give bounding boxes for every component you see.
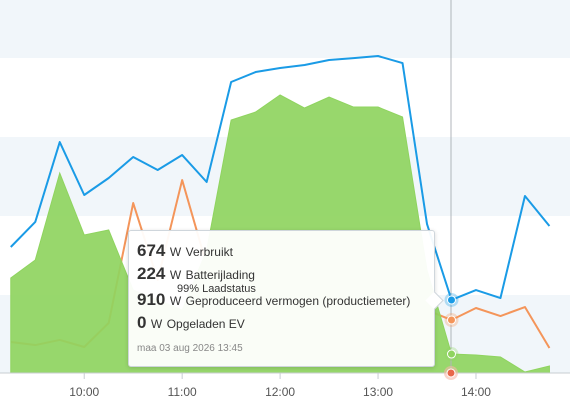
tooltip-unit: W bbox=[169, 268, 182, 282]
x-tick-label: 10:00 bbox=[69, 385, 99, 399]
tooltip-row: 674 W Verbruikt bbox=[137, 240, 426, 263]
hover-dot bbox=[446, 349, 456, 359]
series-line bbox=[10, 55, 551, 301]
tooltip-row: 0 W Opgeladen EV bbox=[137, 312, 426, 335]
tooltip-row: 910 W Geproduceerd vermogen (productieme… bbox=[137, 289, 426, 312]
tooltip-value: 0 bbox=[137, 313, 147, 332]
x-tick-label: 12:00 bbox=[265, 385, 295, 399]
tooltip-label: Geproduceerd vermogen (productiemeter) bbox=[185, 294, 411, 308]
tooltip-row: 224 W Batterijlading bbox=[137, 263, 426, 286]
tooltip-value: 674 bbox=[137, 241, 166, 260]
tooltip-value: 224 bbox=[137, 264, 166, 283]
x-tick-label: 11:00 bbox=[168, 385, 197, 399]
tooltip-label: Batterijlading bbox=[185, 268, 255, 282]
tooltip-unit: W bbox=[169, 294, 182, 308]
hover-dot-ev bbox=[446, 368, 456, 378]
x-tick-label: 13:00 bbox=[363, 385, 393, 399]
hover-dot bbox=[446, 295, 456, 305]
tooltip: 674 W Verbruikt 224 W Batterijlading 99%… bbox=[128, 230, 444, 367]
tooltip-unit: W bbox=[150, 317, 163, 331]
tooltip-label: Opgeladen EV bbox=[166, 317, 245, 331]
tooltip-label: Verbruikt bbox=[185, 245, 233, 259]
tooltip-value: 910 bbox=[137, 290, 166, 309]
x-tick-label: 14:00 bbox=[461, 385, 491, 399]
tooltip-unit: W bbox=[169, 245, 182, 259]
tooltip-status: 99% Laadstatus bbox=[177, 283, 256, 295]
hover-dot bbox=[446, 315, 456, 325]
band bbox=[0, 0, 570, 58]
tooltip-date: maa 03 aug 2026 13:45 bbox=[137, 343, 243, 354]
